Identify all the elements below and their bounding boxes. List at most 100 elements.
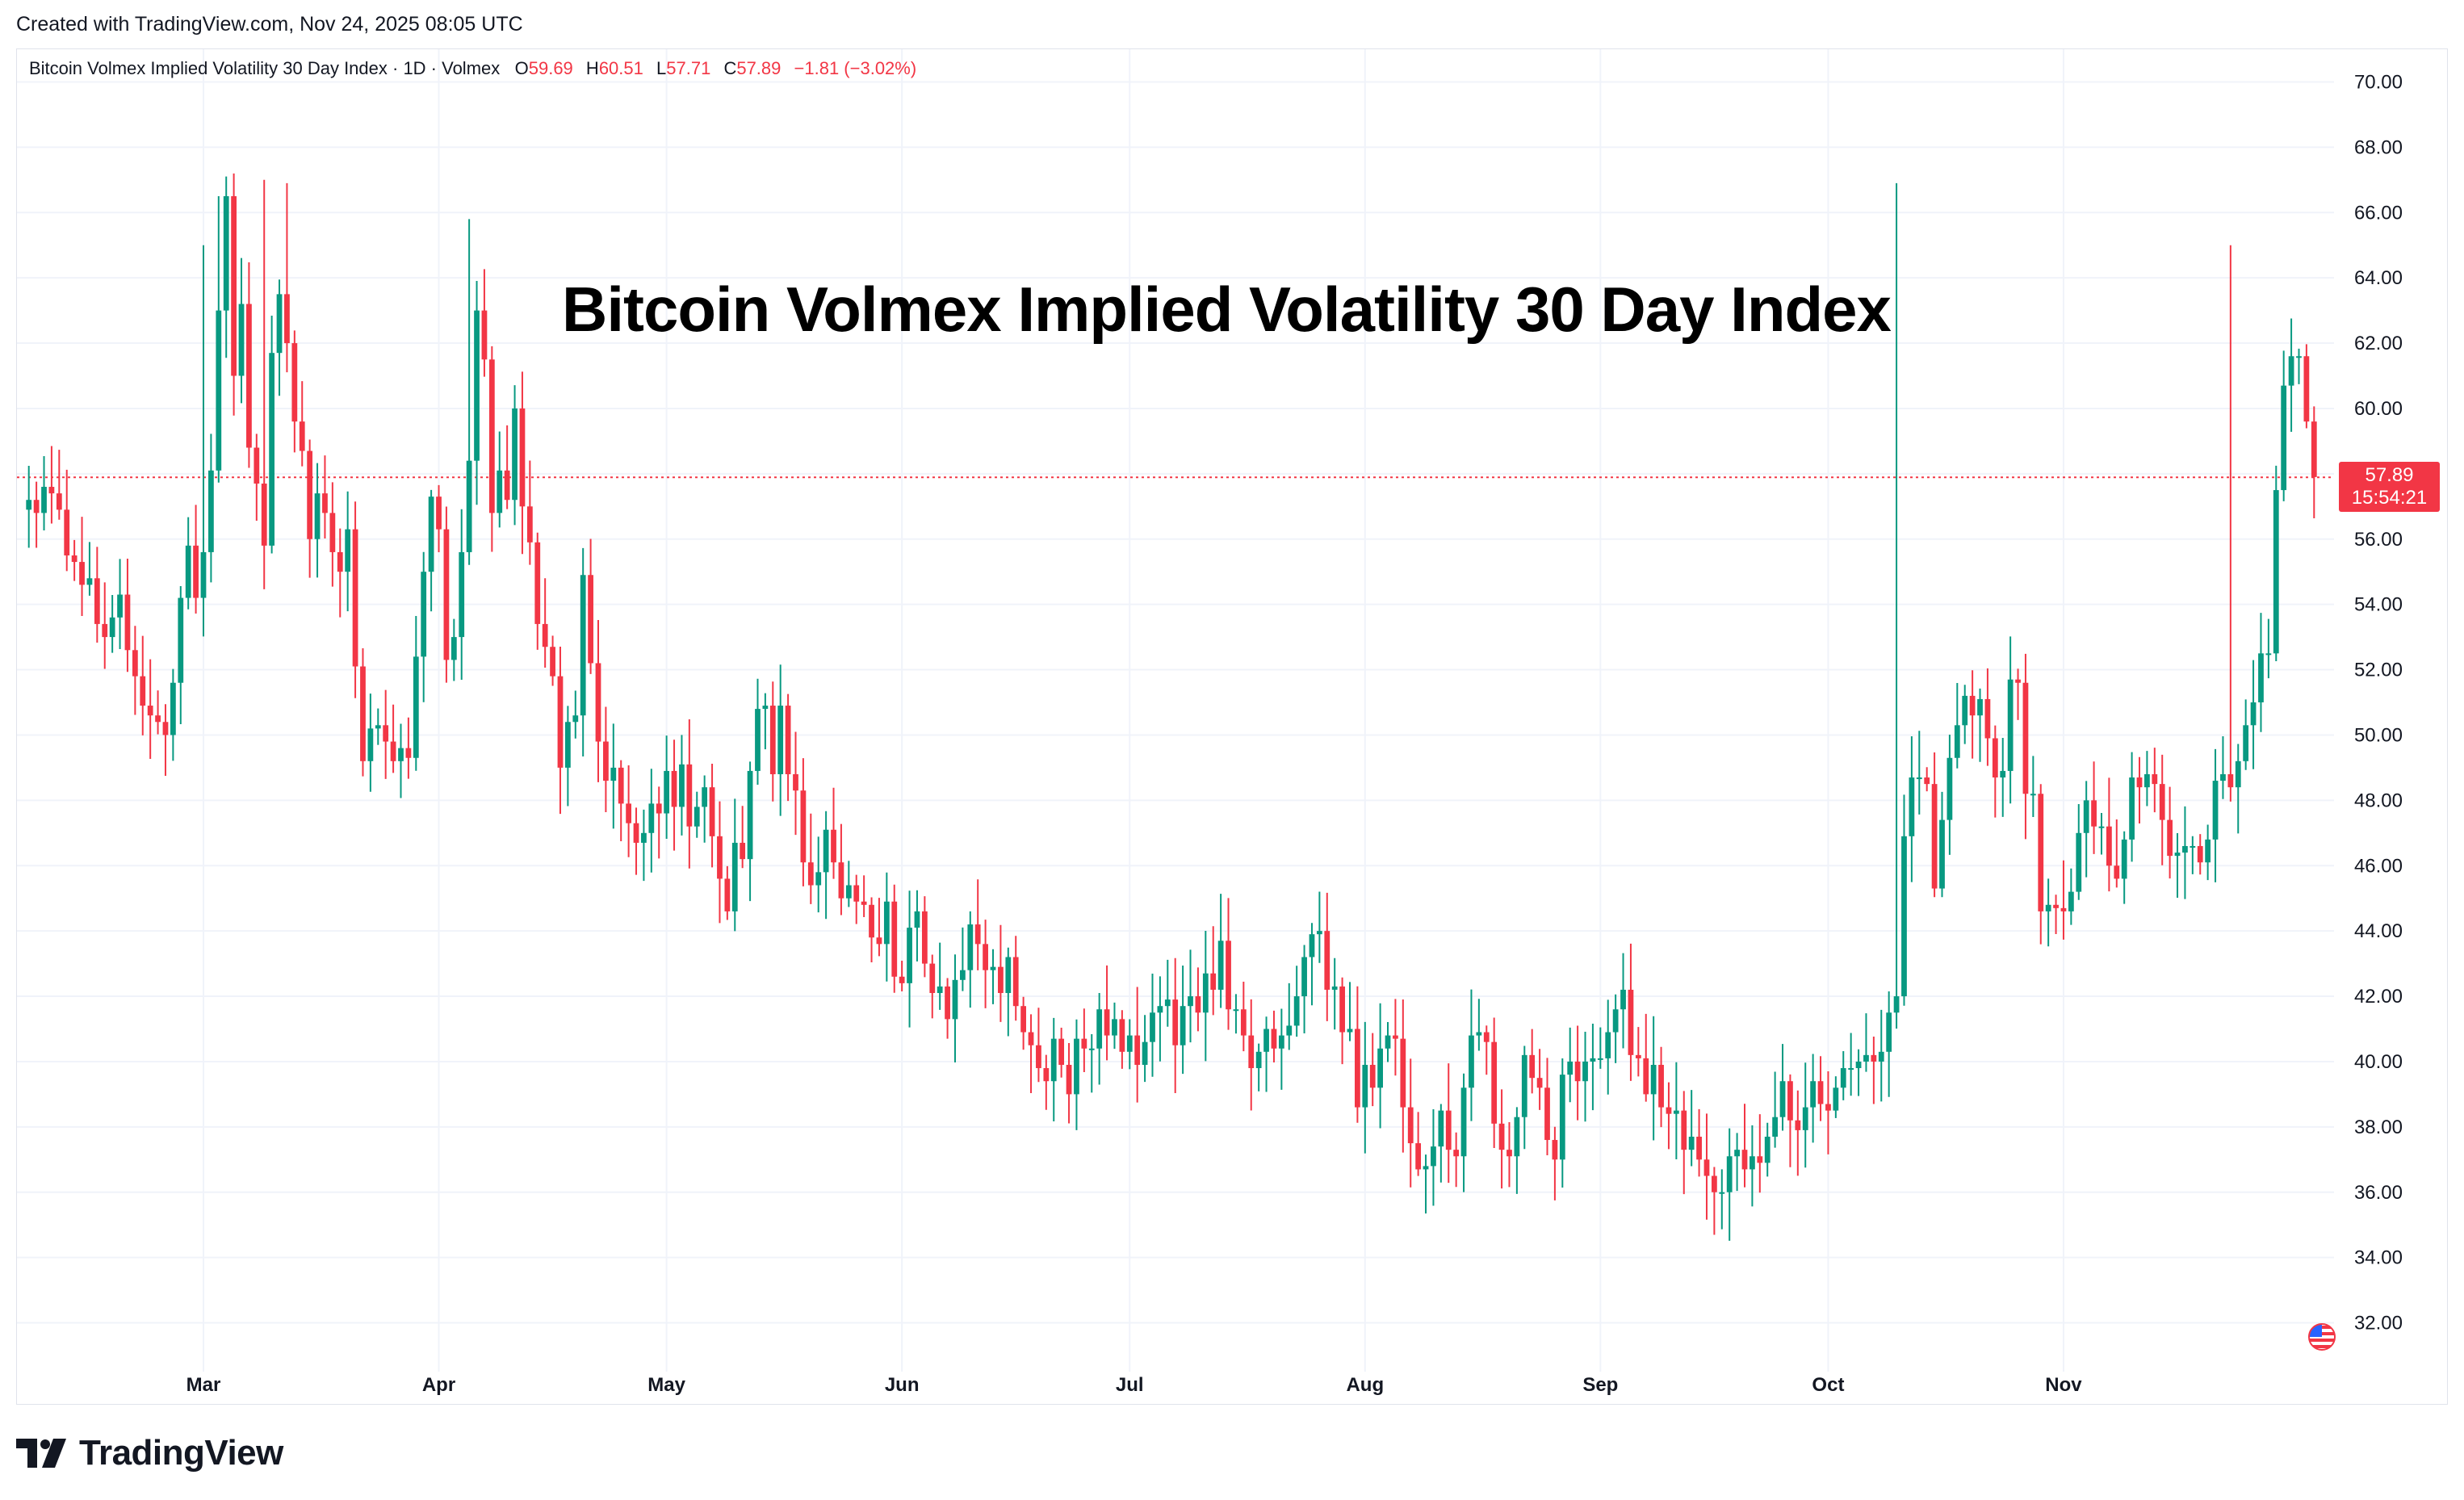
created-with-caption: Created with TradingView.com, Nov 24, 20… (16, 13, 523, 36)
candle (1863, 1013, 1869, 1072)
candle (1764, 1122, 1770, 1177)
candle (1369, 1033, 1376, 1107)
candle (1188, 949, 1193, 1043)
candle (314, 463, 321, 578)
candle (2076, 804, 2082, 900)
candle (1529, 1029, 1536, 1094)
time-axis[interactable]: Mar Apr May Jun Jul Aug Sep Oct Nov (186, 1374, 2083, 1396)
candlestick-chart[interactable]: 70.0068.0066.0064.0062.0060.0058.0056.00… (17, 49, 2447, 1404)
candle (1620, 953, 1626, 1049)
candle (345, 491, 351, 612)
candle (967, 911, 974, 1008)
legend-high-value: 60.51 (598, 58, 643, 78)
candle (1217, 894, 1224, 1008)
candle (200, 245, 207, 637)
candle (671, 740, 677, 851)
candle (1590, 1024, 1596, 1111)
candle (1263, 1016, 1269, 1092)
candle (450, 618, 457, 681)
candle (337, 528, 343, 618)
candle (329, 482, 336, 587)
candle (1012, 936, 1019, 1021)
candle (899, 961, 905, 991)
legend-open-label: O (514, 58, 529, 78)
candle (1650, 1016, 1657, 1141)
price-tick-label: 44.00 (2354, 920, 2403, 942)
time-tick-label: May (647, 1374, 685, 1396)
candle (641, 809, 647, 882)
candle (1574, 1025, 1581, 1121)
candle (1081, 1008, 1087, 1073)
candle (1597, 1027, 1603, 1069)
candle (2174, 833, 2181, 899)
candle (2212, 748, 2219, 882)
candle (952, 954, 958, 1063)
candle (838, 823, 844, 916)
candle (193, 505, 199, 614)
candle (1635, 1027, 1641, 1077)
candle (497, 431, 503, 528)
candle (1946, 735, 1953, 855)
candle (1909, 735, 1915, 882)
tradingview-logo[interactable]: TradingView (16, 1433, 283, 1473)
candle (147, 659, 153, 759)
price-axis[interactable]: 70.0068.0066.0064.0062.0060.0058.0056.00… (2354, 71, 2403, 1334)
candle (921, 896, 928, 978)
candle (1210, 926, 1217, 1016)
candle (664, 735, 670, 839)
candle (1893, 182, 1900, 1029)
candle (891, 884, 898, 993)
candle (2053, 895, 2059, 935)
candle (1969, 670, 1976, 759)
candle (769, 681, 776, 802)
candle (945, 978, 950, 1039)
price-tick-label: 52.00 (2354, 660, 2403, 681)
candle (352, 501, 358, 698)
candle (610, 723, 617, 829)
candle (185, 517, 191, 610)
candle (246, 262, 252, 468)
us-flag-icon[interactable] (2307, 1322, 2336, 1351)
time-tick-label: Oct (1812, 1374, 1844, 1396)
time-tick-label: Aug (1346, 1374, 1384, 1396)
candle (2250, 660, 2257, 769)
price-tick-label: 56.00 (2354, 529, 2403, 551)
candle (2296, 348, 2302, 384)
candle (1901, 794, 1907, 1006)
candle (1453, 1132, 1460, 1188)
candle (291, 330, 298, 453)
candle (1711, 1167, 1717, 1235)
price-tick-label: 64.00 (2354, 267, 2403, 289)
candle (983, 920, 988, 1008)
candle (56, 450, 62, 520)
candle (1772, 1071, 1779, 1148)
candle (686, 719, 693, 869)
candle (974, 879, 981, 970)
legend-low-label: L (656, 58, 667, 78)
candle (1612, 994, 1619, 1063)
candle (580, 547, 586, 756)
candle (238, 258, 245, 404)
candle (178, 586, 184, 725)
candle (845, 861, 852, 907)
candle (2045, 878, 2051, 947)
candle (1696, 1108, 1702, 1177)
symbol-legend[interactable]: Bitcoin Volmex Implied Volatility 30 Day… (29, 58, 924, 79)
candle (1316, 891, 1322, 963)
candle (1483, 1025, 1490, 1075)
candle (550, 635, 555, 686)
candle (1833, 1076, 1839, 1118)
candle (1810, 1054, 1817, 1143)
candle (853, 874, 860, 924)
chart-title: Bitcoin Volmex Implied Volatility 30 Day… (562, 274, 1892, 345)
candle (1362, 1021, 1368, 1154)
candle (800, 758, 807, 886)
legend-close-label: C (723, 58, 737, 78)
candle (71, 539, 78, 581)
candle (1924, 767, 1930, 792)
candle (1438, 1104, 1444, 1183)
candle (1719, 1169, 1725, 1230)
candle (2114, 819, 2120, 888)
chart-pane[interactable]: 70.0068.0066.0064.0062.0060.0058.0056.00… (16, 48, 2448, 1405)
candle (1498, 1089, 1505, 1189)
